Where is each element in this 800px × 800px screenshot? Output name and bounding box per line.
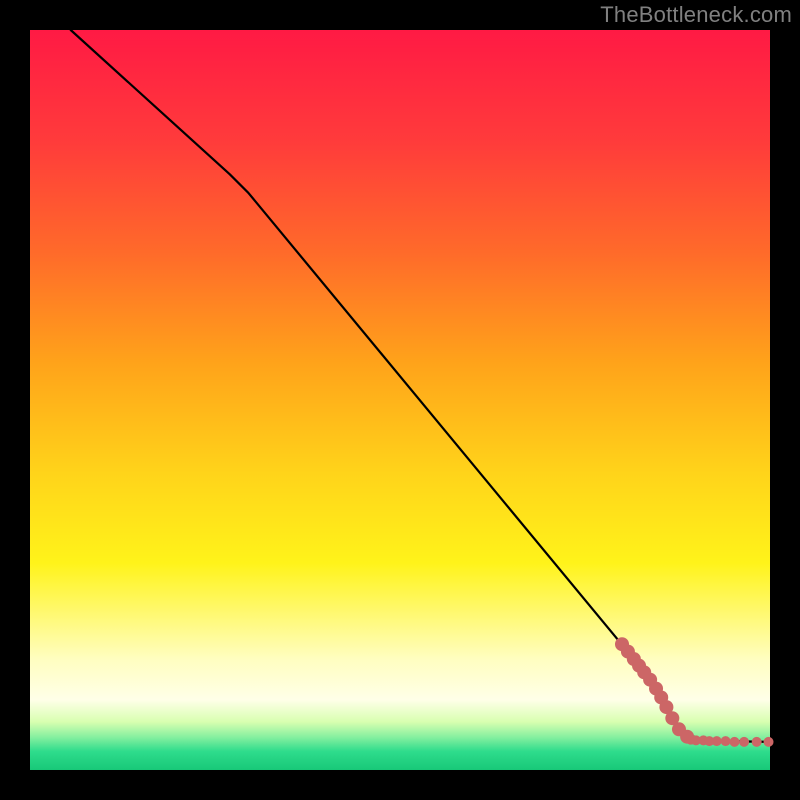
- plot-background: [30, 30, 770, 770]
- data-point: [764, 737, 774, 747]
- data-point: [739, 737, 749, 747]
- watermark-text: TheBottleneck.com: [600, 2, 792, 28]
- data-point: [752, 737, 762, 747]
- chart-canvas: TheBottleneck.com: [0, 0, 800, 800]
- data-point: [712, 736, 722, 746]
- chart-svg: [0, 0, 800, 800]
- data-point: [721, 736, 731, 746]
- data-point: [729, 737, 739, 747]
